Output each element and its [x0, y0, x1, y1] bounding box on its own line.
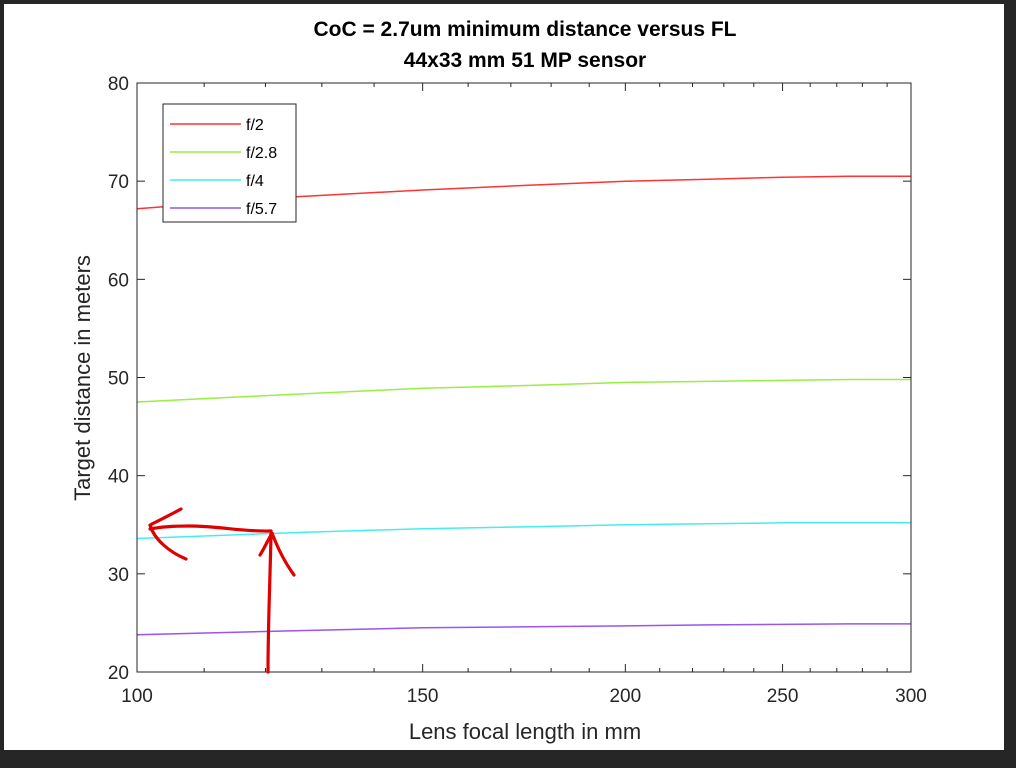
- chart-title: CoC = 2.7um minimum distance versus FL: [313, 18, 736, 41]
- y-tick-label: 70: [108, 172, 129, 193]
- axis-ticks: 100 150 200 250 300 20 30 40 50 60 70 80: [108, 74, 927, 707]
- x-tick-label: 300: [895, 686, 927, 707]
- legend-label-2: f/2.8: [246, 145, 277, 162]
- y-tick-label: 20: [108, 663, 129, 684]
- x-tick-label: 200: [609, 686, 641, 707]
- horizontal-arrow-shaft: [148, 524, 273, 533]
- y-tick-label: 80: [108, 74, 129, 95]
- legend-label-1: f/2: [246, 117, 264, 134]
- legend[interactable]: f/2 f/2.8 f/4 f/5.7: [162, 103, 297, 223]
- vertical-arrow-shaft: [266, 532, 273, 674]
- y-tick-label: 50: [108, 369, 129, 390]
- series-line-1: [136, 175, 911, 210]
- series-group: [136, 175, 911, 636]
- x-tick-label: 100: [121, 686, 153, 707]
- axes-box: [136, 82, 912, 673]
- legend-label-4: f/5.7: [246, 201, 277, 218]
- y-tick-label: 60: [108, 270, 129, 291]
- x-tick-label: 150: [407, 686, 439, 707]
- hand-drawn-arrow-annotation: [148, 507, 296, 674]
- x-tick-label: 250: [767, 686, 799, 707]
- series-line-4: [136, 623, 911, 636]
- y-tick-label: 40: [108, 467, 129, 488]
- horizontal-arrow-head: [148, 507, 188, 561]
- series-line-2: [136, 378, 911, 403]
- figure: CoC = 2.7um minimum distance versus FL 4…: [4, 4, 1004, 750]
- y-tick-label: 30: [108, 565, 129, 586]
- y-axis-label: Target distance in meters: [70, 255, 95, 501]
- chart-subtitle: 44x33 mm 51 MP sensor: [404, 49, 646, 72]
- vertical-arrow-head: [258, 531, 296, 577]
- series-line-3: [136, 522, 911, 540]
- chart-svg: CoC = 2.7um minimum distance versus FL 4…: [70, 18, 927, 744]
- legend-label-3: f/4: [246, 173, 264, 190]
- x-axis-label: Lens focal length in mm: [409, 719, 641, 744]
